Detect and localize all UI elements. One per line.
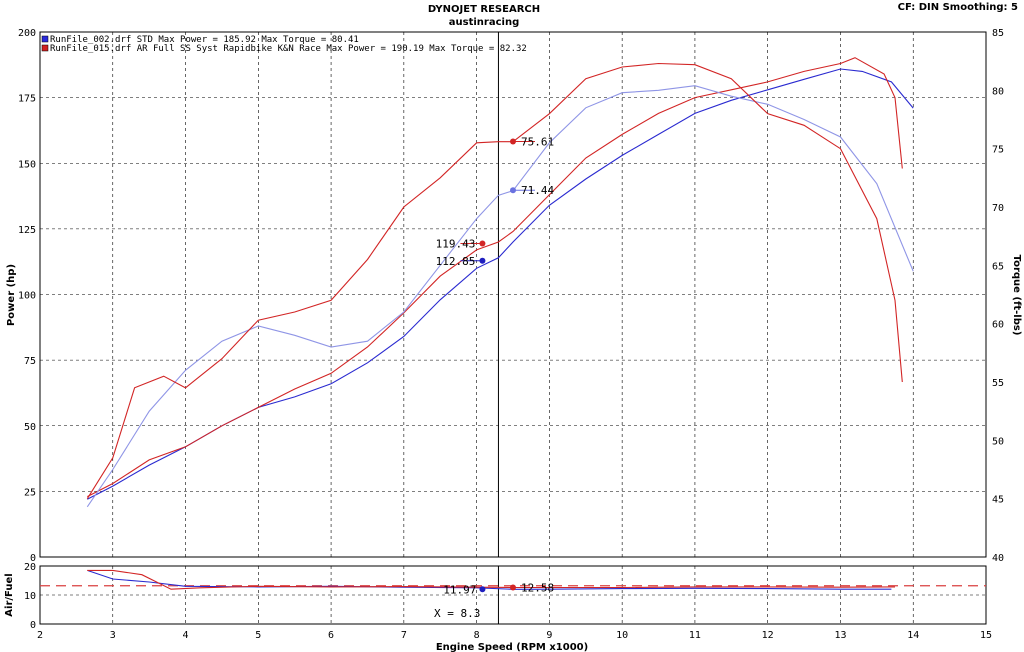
marker-label: 75.61	[521, 136, 554, 149]
chart-subtitle: austinracing	[449, 17, 519, 28]
y-tick-label-power: 75	[24, 356, 36, 367]
x-tick-label: 12	[762, 630, 774, 641]
marker-label: 119.43	[436, 237, 476, 250]
x-tick-label: 6	[328, 630, 334, 641]
cursor-readout: X = 8.3	[434, 607, 480, 620]
legend-swatch-ar	[41, 44, 49, 52]
y-tick-label-torque: 85	[992, 28, 1004, 39]
y-tick-label-power: 25	[24, 487, 36, 498]
marker-point	[479, 257, 486, 264]
x-axis-title: Engine Speed (RPM x1000)	[436, 642, 588, 652]
y-tick-label-power: 100	[18, 291, 36, 302]
y-tick-label-power: 150	[18, 159, 36, 170]
x-tick-label: 4	[183, 630, 189, 641]
y-tick-label-afr: 0	[30, 620, 36, 631]
series-ar-power	[87, 57, 903, 498]
legend-swatch-std	[41, 35, 49, 43]
main-series-group	[86, 57, 914, 508]
marker-label: 112.85	[436, 255, 476, 268]
afr-marker-label: 12.58	[521, 582, 554, 595]
x-tick-label: 5	[255, 630, 261, 641]
y-tick-label-torque: 80	[992, 86, 1004, 97]
y-tick-label-torque: 75	[992, 145, 1004, 156]
y-tick-label-torque: 70	[992, 203, 1004, 214]
x-axis-ticks: 2 3 4 5 6 7 8 9 10 11 12 13 14 15	[37, 630, 992, 641]
main-axis-ticks: 0 25 50 75 100 125 150 175 200 40 45 50 55 60 65 70 75 80…	[18, 28, 1004, 564]
y-tick-label-torque: 40	[992, 553, 1004, 564]
afr-markers-group: 11.97 12.58	[443, 582, 554, 597]
y-tick-label-power: 0	[30, 553, 36, 564]
y-axis-title-power: Power (hp)	[6, 264, 17, 326]
x-tick-label: 8	[474, 630, 480, 641]
marker-label: 71.44	[521, 184, 554, 197]
afr-marker-point	[510, 584, 516, 591]
marker-point	[479, 240, 486, 247]
legend: RunFile_002.drf STD Max Power = 185.92 M…	[41, 35, 527, 54]
y-tick-label-power: 50	[24, 422, 36, 433]
y-tick-label-power: 175	[18, 94, 36, 105]
legend-entry-std: RunFile_002.drf STD Max Power = 185.92 M…	[50, 35, 359, 45]
x-tick-label: 14	[907, 630, 919, 641]
series-std-torque	[86, 85, 914, 508]
y-tick-label-torque: 60	[992, 320, 1004, 331]
chart-title: DYNOJET RESEARCH	[428, 4, 540, 15]
y-tick-label-afr: 20	[24, 562, 36, 573]
y-axis-title-torque: Torque (ft-lbs)	[1011, 255, 1022, 336]
marker-point	[510, 187, 516, 194]
afr-series-group	[87, 569, 896, 590]
y-axis-title-afr: Air/Fuel	[4, 573, 15, 616]
y-tick-label-torque: 65	[992, 261, 1004, 272]
y-tick-label-power: 125	[18, 225, 36, 236]
x-tick-label: 15	[980, 630, 992, 641]
y-tick-label-torque: 50	[992, 436, 1004, 447]
main-markers-group: 75.61 71.44 119.43 112.85	[436, 136, 555, 268]
x-tick-label: 10	[616, 630, 628, 641]
x-tick-label: 9	[546, 630, 552, 641]
y-tick-label-afr: 10	[24, 591, 36, 602]
x-tick-label: 3	[110, 630, 116, 641]
y-tick-label-torque: 55	[992, 378, 1004, 389]
marker-point	[510, 138, 516, 145]
x-tick-label: 7	[401, 630, 407, 641]
legend-entry-ar: RunFile_015.drf AR Full SS Syst Rapidbik…	[50, 44, 527, 54]
series-ar-afr	[87, 569, 896, 590]
x-tick-label: 2	[37, 630, 43, 641]
y-tick-label-torque: 45	[992, 495, 1004, 506]
x-tick-label: 11	[689, 630, 701, 641]
series-ar-torque	[86, 62, 903, 499]
settings-readout: CF: DIN Smoothing: 5	[898, 2, 1018, 13]
afr-marker-point	[479, 586, 486, 593]
y-tick-label-power: 200	[18, 28, 36, 39]
x-tick-label: 13	[834, 630, 846, 641]
afr-marker-label: 11.97	[443, 583, 476, 596]
series-std-afr	[87, 569, 892, 590]
